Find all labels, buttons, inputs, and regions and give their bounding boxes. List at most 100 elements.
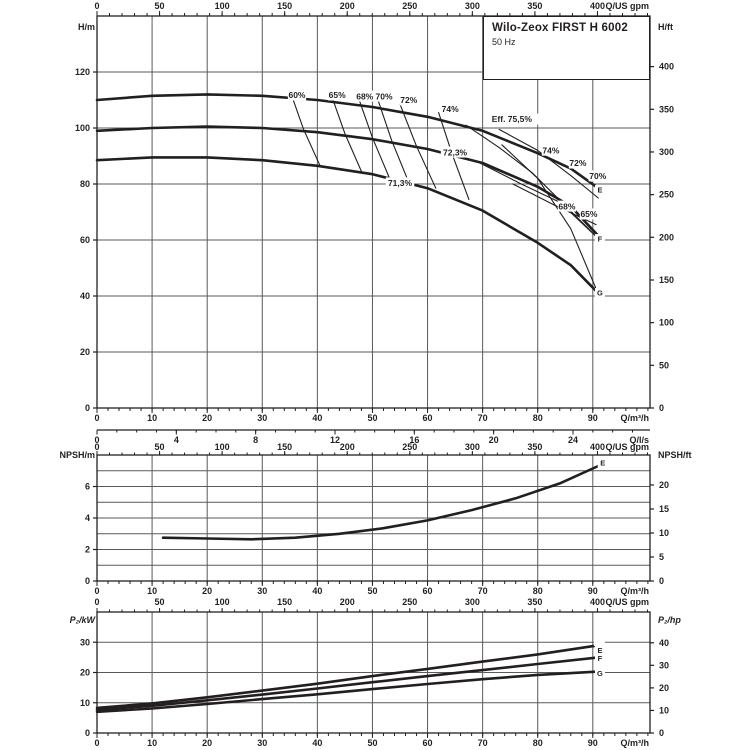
gpm-tick-label: 400: [590, 442, 605, 452]
gpm-tick-label: 400: [590, 597, 605, 607]
efficiency-label-bg: [287, 89, 307, 101]
y-right-tick-label: 10: [659, 528, 669, 538]
gpm-tick-label: 350: [527, 597, 542, 607]
gpm-tick-label: 200: [340, 442, 355, 452]
ls-tick-label: 0: [94, 435, 99, 445]
x-axis-unit-m3h: Q/m³/h: [621, 586, 650, 596]
y-axis-unit-npsh-ft: NPSH/ft: [658, 450, 692, 460]
y-right-tick-label: 150: [659, 275, 674, 285]
m3h-tick-label: 50: [367, 413, 377, 423]
m3h-tick-label: 30: [257, 586, 267, 596]
m3h-tick-label: 80: [533, 586, 543, 596]
m3h-tick-label: 10: [147, 586, 157, 596]
y-right-tick-label: 350: [659, 104, 674, 114]
gpm-tick-label: 50: [155, 442, 165, 452]
efficiency-label-bg: [588, 170, 607, 182]
efficiency-label-bg: [385, 177, 415, 189]
m3h-tick-label: 30: [257, 738, 267, 748]
efficiency-label-bg: [355, 90, 374, 102]
gpm-tick-label: 400: [590, 1, 605, 11]
y-left-tick-label: 100: [75, 123, 90, 133]
y-right-tick-label: 5: [659, 552, 664, 562]
ls-tick-label: 20: [489, 435, 499, 445]
gpm-tick-label: 200: [340, 597, 355, 607]
curve-F: [95, 656, 600, 711]
efficiency-label-bg: [374, 90, 394, 102]
efficiency-label: 72%: [400, 95, 417, 105]
gpm-tick-label: 250: [402, 1, 417, 11]
gpm-tick-label: 100: [215, 1, 230, 11]
efficiency-line: [479, 162, 599, 240]
curve-label-box: [597, 458, 608, 468]
y-left-tick-label: 0: [85, 403, 90, 413]
efficiency-label-bg: [440, 146, 470, 158]
curve-E: [161, 464, 600, 541]
efficiency-label-bg: [557, 200, 577, 212]
efficiency-line: [501, 144, 597, 289]
m3h-tick-label: 10: [147, 413, 157, 423]
curve-E: [95, 644, 600, 710]
m3h-tick-label: 10: [147, 738, 157, 748]
m3h-tick-label: 20: [202, 586, 212, 596]
efficiency-label-bg: [568, 157, 588, 169]
m3h-tick-label: 0: [94, 413, 99, 423]
gpm-tick-label: 0: [94, 442, 99, 452]
m3h-tick-label: 40: [312, 586, 322, 596]
m3h-tick-label: 70: [478, 586, 488, 596]
ls-tick-label: 24: [568, 435, 578, 445]
ls-tick-label: 8: [253, 435, 258, 445]
m3h-tick-label: 40: [312, 413, 322, 423]
ls-tick-label: 12: [330, 435, 340, 445]
gpm-tick-label: 150: [277, 1, 292, 11]
efficiency-line: [498, 128, 599, 199]
gpm-tick-label: 250: [402, 597, 417, 607]
gpm-tick-label: 350: [527, 1, 542, 11]
curve-E: [95, 93, 600, 190]
gpm-tick-label: 100: [215, 442, 230, 452]
y-left-tick-label: 80: [80, 179, 90, 189]
y-right-tick-label: 100: [659, 318, 674, 328]
m3h-tick-label: 80: [533, 413, 543, 423]
x-axis-unit-m3h: Q/m³/h: [621, 738, 650, 748]
efficiency-label-bg: [484, 113, 539, 125]
efficiency-label-bg: [440, 103, 460, 115]
m3h-tick-label: 30: [257, 413, 267, 423]
m3h-tick-label: 70: [478, 413, 488, 423]
y-right-tick-label: 50: [659, 360, 669, 370]
curve-G: [95, 156, 600, 295]
curve-label-box: [594, 653, 605, 663]
y-axis-unit-p2-kw: P₂/kW: [70, 615, 97, 625]
y-left-tick-label: 30: [80, 637, 90, 647]
gpm-tick-label: 200: [340, 1, 355, 11]
efficiency-label: 65%: [580, 209, 597, 219]
y-left-tick-label: 120: [75, 67, 90, 77]
curve-label-E: E: [597, 186, 602, 195]
y-left-tick-label: 20: [80, 668, 90, 678]
efficiency-line: [377, 99, 409, 182]
ls-tick-label: 16: [409, 435, 419, 445]
m3h-tick-label: 50: [367, 738, 377, 748]
efficiency-label: 72,3%: [443, 147, 468, 157]
x-axis-unit-m3h: Q/m³/h: [621, 413, 650, 423]
y-right-tick-label: 15: [659, 504, 669, 514]
curve-F: [95, 125, 600, 238]
y-right-tick-label: 400: [659, 62, 674, 72]
y-left-tick-label: 2: [85, 545, 90, 555]
x-axis-unit-ls: Q/l/s: [629, 435, 649, 445]
y-left-tick-label: 20: [80, 347, 90, 357]
efficiency-label: 74%: [442, 104, 459, 114]
frequency-label: 50 Hz: [492, 37, 516, 47]
y-right-tick-label: 40: [659, 638, 669, 648]
efficiency-label: 60%: [288, 90, 305, 100]
m3h-tick-label: 90: [588, 586, 598, 596]
efficiency-label: 65%: [329, 90, 346, 100]
gpm-tick-label: 0: [94, 597, 99, 607]
y-right-tick-label: 300: [659, 147, 674, 157]
highlight-marker: [593, 638, 605, 647]
gpm-tick-label: 300: [465, 1, 480, 11]
gpm-tick-label: 50: [155, 1, 165, 11]
gpm-tick-label: 150: [277, 442, 292, 452]
m3h-tick-label: 60: [423, 586, 433, 596]
